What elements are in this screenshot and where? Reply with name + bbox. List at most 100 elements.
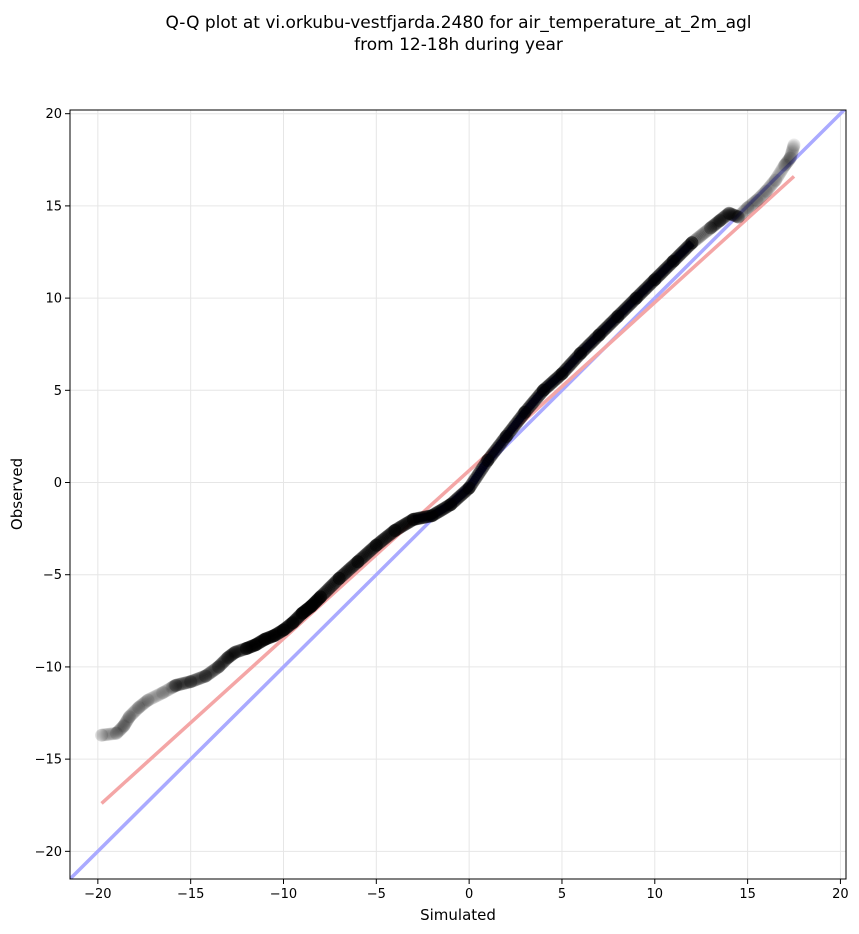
quantile-marker xyxy=(694,228,708,242)
quantile-marker xyxy=(607,314,621,327)
plot-frame xyxy=(69,109,847,880)
quantile-marker xyxy=(558,364,572,378)
quantile-marker xyxy=(191,672,205,686)
quantile-marker xyxy=(704,221,717,235)
quantile-marker xyxy=(409,512,423,526)
quantile-point xyxy=(481,453,495,467)
quantile-marker xyxy=(444,498,458,512)
quantile-marker xyxy=(570,351,583,365)
quantile-marker xyxy=(122,710,136,724)
quantile-marker xyxy=(551,370,565,384)
quantile-marker xyxy=(739,202,753,216)
quantile-marker xyxy=(388,524,402,537)
quantile-marker xyxy=(452,491,465,504)
quantile-marker xyxy=(104,727,118,741)
quantile-marker xyxy=(756,187,770,201)
quantile-marker xyxy=(779,157,792,171)
quantile-marker xyxy=(246,639,260,653)
quantile-marker xyxy=(495,435,509,448)
quantile-marker xyxy=(310,593,324,607)
quantile-marker xyxy=(430,506,444,519)
quantile-marker xyxy=(170,678,184,692)
quantile-marker xyxy=(116,720,130,734)
quantile-marker xyxy=(121,712,135,726)
quantile-marker xyxy=(597,323,611,337)
quantile-marker xyxy=(226,647,240,661)
quantile-marker xyxy=(288,613,302,627)
quantile-point xyxy=(304,599,318,613)
quantile-marker xyxy=(566,355,580,369)
quantile-marker xyxy=(349,556,363,570)
quantile-marker xyxy=(421,510,435,523)
quantile-marker xyxy=(222,650,236,664)
quantile-marker xyxy=(556,365,570,379)
quantile-point xyxy=(132,701,146,714)
quantile-marker xyxy=(134,698,148,712)
quantile-marker xyxy=(562,360,576,373)
quantile-marker xyxy=(783,152,797,165)
quantile-marker xyxy=(736,205,750,219)
quantile-marker xyxy=(142,693,156,707)
quantile-marker xyxy=(719,208,733,222)
quantile-point xyxy=(351,555,365,569)
quantile-marker xyxy=(425,509,439,523)
quantile-marker xyxy=(306,597,320,611)
quantile-marker xyxy=(118,716,132,730)
quantile-marker xyxy=(773,166,787,180)
quantile-marker xyxy=(98,728,112,742)
x-tick-label: −20 xyxy=(84,887,111,902)
quantile-marker xyxy=(392,521,406,535)
quantile-point xyxy=(199,669,212,683)
quantile-marker xyxy=(469,471,483,485)
quantile-marker xyxy=(782,153,796,167)
quantile-marker xyxy=(225,648,238,662)
quantile-marker xyxy=(157,685,171,699)
quantile-point xyxy=(731,210,745,224)
quantile-marker xyxy=(120,714,134,728)
quantile-marker xyxy=(151,688,164,702)
quantile-marker xyxy=(746,197,760,210)
quantile-marker xyxy=(507,419,521,433)
quantile-marker xyxy=(273,625,286,639)
quantile-marker xyxy=(721,207,735,221)
quantile-marker xyxy=(410,512,424,526)
quantile-marker xyxy=(323,581,337,595)
quantile-marker xyxy=(119,716,133,730)
quantile-marker xyxy=(244,640,258,654)
quantile-marker xyxy=(786,143,800,157)
quantile-marker xyxy=(128,704,142,718)
quantile-marker xyxy=(405,513,419,527)
quantile-marker xyxy=(270,627,284,641)
quantile-marker xyxy=(116,720,130,733)
quantile-marker xyxy=(783,151,797,165)
quantile-marker xyxy=(136,697,150,711)
quantile-marker xyxy=(723,207,737,221)
quantile-marker xyxy=(780,155,794,169)
quantile-marker xyxy=(379,531,393,545)
quantile-marker xyxy=(593,327,607,341)
quantile-marker xyxy=(311,593,325,606)
quantile-marker xyxy=(637,283,651,297)
quantile-marker xyxy=(107,727,121,741)
quantile-marker xyxy=(183,675,197,689)
quantile-marker xyxy=(187,674,201,687)
quantile-marker xyxy=(130,703,144,716)
quantile-marker xyxy=(340,564,354,578)
quantile-marker xyxy=(413,511,427,525)
quantile-marker xyxy=(473,465,487,479)
quantile-marker xyxy=(269,628,282,642)
quantile-marker xyxy=(450,492,464,506)
quantile-marker xyxy=(534,387,548,400)
quantile-marker xyxy=(263,630,277,644)
quantile-marker xyxy=(761,182,775,196)
quantile-point xyxy=(713,214,727,228)
quantile-marker xyxy=(781,154,795,168)
quantile-marker xyxy=(207,663,221,677)
quantile-marker xyxy=(763,180,776,194)
quantile-point xyxy=(555,367,569,381)
quantile-marker xyxy=(751,192,765,206)
quantile-marker xyxy=(162,682,176,696)
quantile-marker xyxy=(629,291,643,305)
plot-area xyxy=(70,110,846,879)
quantile-marker xyxy=(371,537,385,551)
